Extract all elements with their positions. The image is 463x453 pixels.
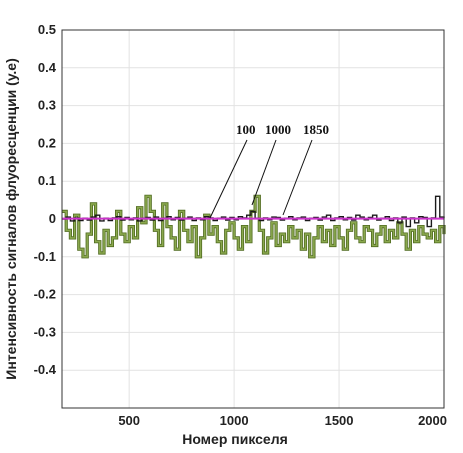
y-tick-label: 0 <box>49 211 56 226</box>
series-group <box>62 194 446 259</box>
y-tick-labels: -0.4 -0.3 -0.2 -0.1 0 0.1 0.2 0.3 0.4 0.5 <box>34 22 57 377</box>
y-axis-title: Интенсивность сигналов флуоресценции (у.… <box>3 58 19 379</box>
x-tick-label: 1500 <box>325 413 354 428</box>
annotation-leader-1850 <box>282 139 313 216</box>
y-tick-label: 0.5 <box>38 22 56 37</box>
y-tick-label: 0.2 <box>38 135 56 150</box>
annotation-leader-100 <box>209 139 248 219</box>
y-tick-label: 0.4 <box>38 60 57 75</box>
y-tick-label: -0.3 <box>34 324 56 339</box>
plot-frame <box>61 29 445 409</box>
annotation-group: 100 1000 1850 <box>209 122 329 219</box>
y-tick-label: -0.2 <box>34 287 56 302</box>
annotation-1000: 1000 <box>265 122 291 137</box>
x-axis-title: Номер пикселя <box>182 431 288 447</box>
y-tick-label: 0.3 <box>38 98 56 113</box>
annotation-leader-1000 <box>251 139 277 206</box>
x-tick-label: 1000 <box>220 413 249 428</box>
annotation-1850: 1850 <box>303 122 329 137</box>
annotation-100: 100 <box>236 122 256 137</box>
y-tick-label: -0.1 <box>34 249 56 264</box>
x-tick-label: 500 <box>118 413 140 428</box>
x-tick-label: 2000 <box>418 413 447 428</box>
x-tick-labels: 500 1000 1500 2000 <box>118 413 447 428</box>
y-tick-label: -0.4 <box>34 362 57 377</box>
y-tick-label: 0.1 <box>38 173 56 188</box>
